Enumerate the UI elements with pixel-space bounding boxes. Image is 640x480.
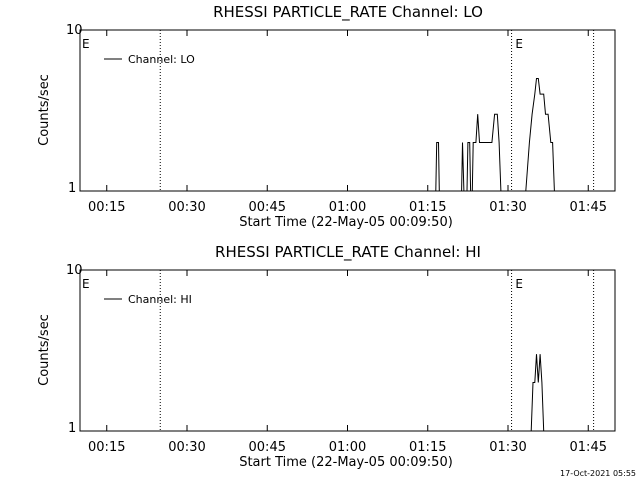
x-tick-label: 00:15	[88, 440, 125, 455]
x-tick-label: 01:15	[409, 200, 446, 215]
x-tick-label: 00:15	[88, 200, 125, 215]
panel-hi-x-tick-labels: 00:15 00:30 00:45 01:00 01:15 01:30 01:45	[88, 440, 607, 455]
panel-hi-ylabel: Counts/sec	[37, 314, 52, 386]
panel-lo-legend: Channel: LO	[104, 53, 195, 66]
x-tick-label: 00:45	[249, 200, 286, 215]
panel-lo-xlabel: Start Time (22-May-05 00:09:50)	[239, 215, 453, 230]
panel-hi-dotted-lines	[159, 270, 595, 431]
x-tick-label: 01:00	[329, 200, 366, 215]
event-marker-label: E	[515, 37, 523, 51]
x-tick-label: 01:30	[489, 200, 526, 215]
panel-hi-ytick-1: 1	[68, 421, 76, 436]
x-tick-label: 00:45	[249, 440, 286, 455]
panel-lo-dotted-lines	[159, 30, 595, 191]
x-tick-label: 01:00	[329, 440, 366, 455]
panel-lo-ylabel: Counts/sec	[37, 74, 52, 146]
panel-lo-ytick-1: 1	[68, 181, 76, 196]
panel-lo-x-tick-labels: 00:15 00:30 00:45 01:00 01:15 01:30 01:45	[88, 200, 607, 215]
x-tick-label: 00:30	[168, 200, 205, 215]
panel-lo-ytick-10: 10	[66, 23, 83, 38]
panel-lo-series-line	[435, 78, 555, 192]
event-marker-label: E	[82, 277, 90, 291]
footer-timestamp: 17-Oct-2021 05:55	[560, 469, 636, 478]
panel-lo: RHESSI PARTICLE_RATE Channel: LO 10 1 Co…	[37, 3, 616, 230]
panel-hi-x-ticks	[106, 270, 589, 431]
x-tick-label: 00:30	[168, 440, 205, 455]
panel-hi-ytick-10: 10	[66, 263, 83, 278]
event-marker-label: E	[82, 37, 90, 51]
panel-hi-legend-label: Channel: HI	[128, 293, 192, 306]
x-tick-label: 01:15	[409, 440, 446, 455]
panel-lo-legend-label: Channel: LO	[128, 53, 195, 66]
panel-lo-title: RHESSI PARTICLE_RATE Channel: LO	[213, 3, 483, 22]
x-tick-label: 01:30	[489, 440, 526, 455]
event-marker-label: E	[515, 277, 523, 291]
panel-hi-series-line	[530, 354, 545, 432]
panel-lo-x-ticks	[106, 30, 589, 191]
panel-hi: RHESSI PARTICLE_RATE Channel: HI 10 1 Co…	[37, 243, 616, 470]
panel-hi-legend: Channel: HI	[104, 293, 192, 306]
panel-hi-title: RHESSI PARTICLE_RATE Channel: HI	[215, 243, 481, 262]
panel-hi-xlabel: Start Time (22-May-05 00:09:50)	[239, 455, 453, 470]
x-tick-label: 01:45	[570, 200, 607, 215]
x-tick-label: 01:45	[570, 440, 607, 455]
